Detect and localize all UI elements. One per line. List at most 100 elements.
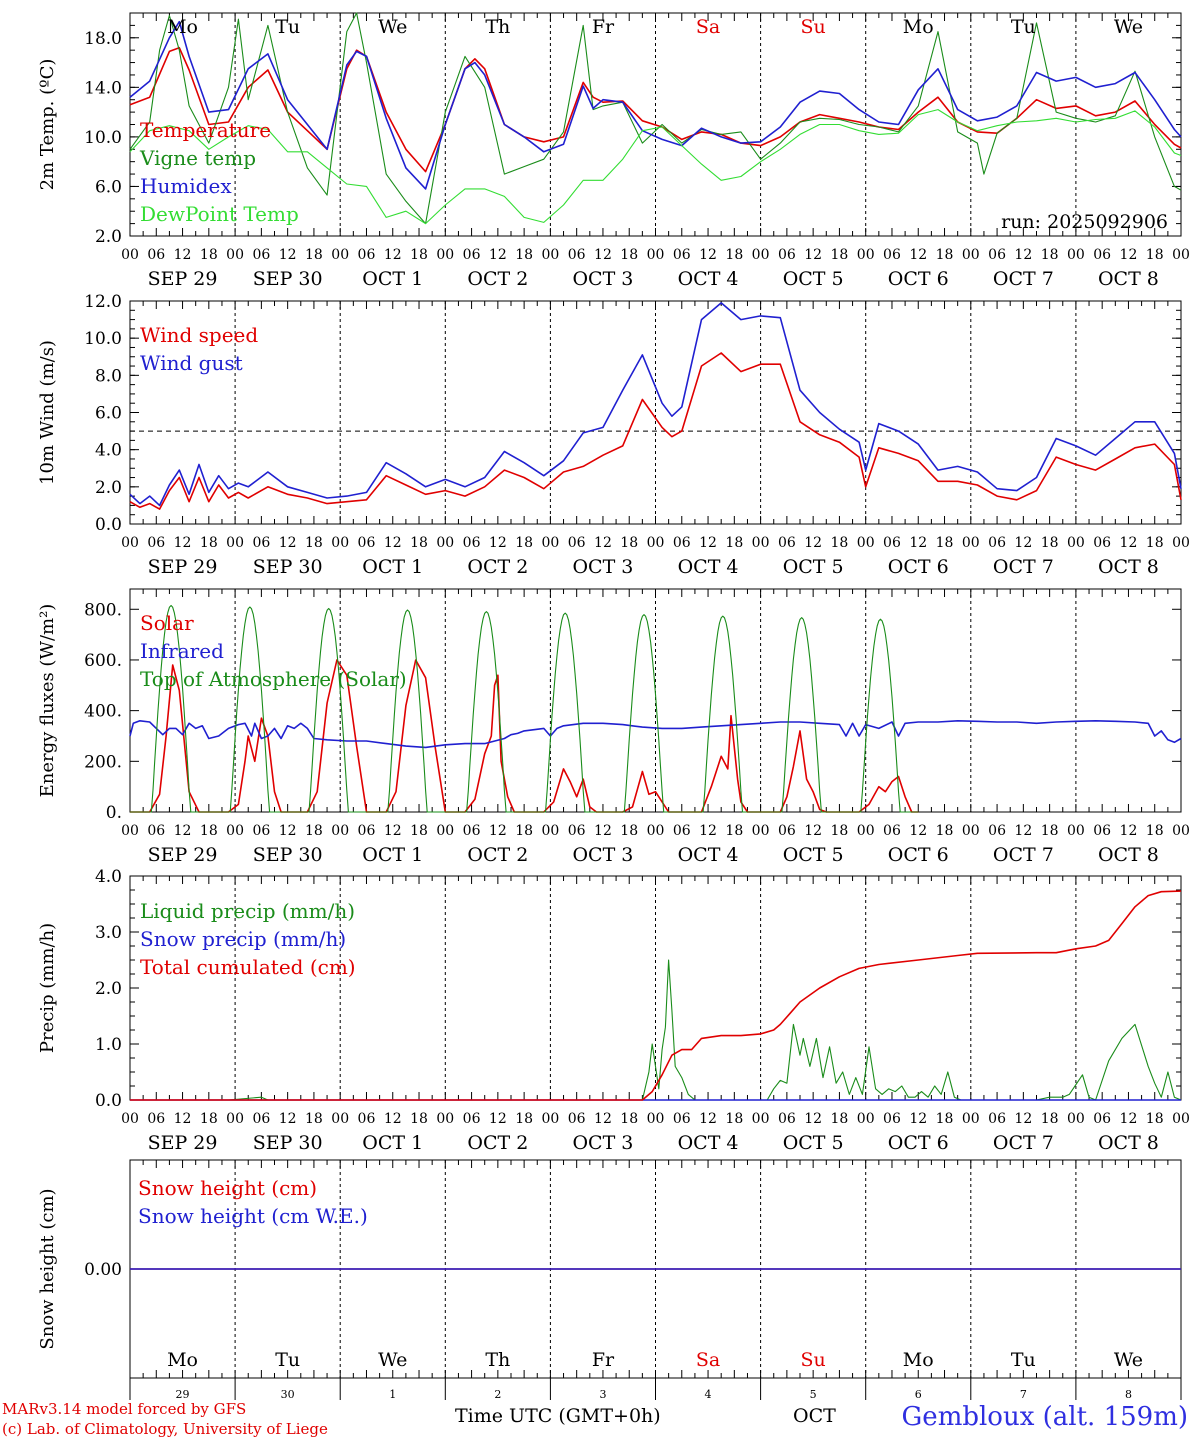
date-label: OCT 8 (1098, 844, 1159, 866)
hour-tick-label: 00 (121, 247, 139, 263)
day-number-label: 1 (389, 1388, 396, 1400)
y-tick-label: 2.0 (95, 227, 122, 247)
panel-frame-wind (129, 300, 1182, 525)
day-number-label: 6 (915, 1388, 922, 1400)
hour-tick-label: 12 (384, 247, 402, 263)
lab-credit: (c) Lab. of Climatology, University of L… (2, 1420, 328, 1438)
day-of-week-label: Sa (696, 1349, 720, 1371)
hour-tick-label: 00 (436, 823, 454, 839)
hour-tick-label: 06 (147, 1111, 165, 1127)
time-axis-label: Time UTC (GMT+0h) (455, 1405, 661, 1427)
y-tick-label: 6.0 (95, 404, 122, 424)
hour-tick-label: 18 (831, 535, 849, 551)
hour-tick-label: 06 (673, 823, 691, 839)
hour-tick-label: 00 (962, 1111, 980, 1127)
legend-entry: Top of Atmosphere (Solar) (140, 667, 407, 691)
hour-tick-label: 18 (1041, 247, 1059, 263)
hour-tick-label: 00 (752, 535, 770, 551)
day-of-week-label: Mo (167, 16, 198, 38)
day-of-week-label: Tu (275, 1349, 300, 1371)
hour-tick-label: 18 (725, 535, 743, 551)
legend-entry: Humidex (140, 174, 232, 198)
hour-tick-label: 12 (279, 1111, 297, 1127)
hour-tick-label: 12 (594, 247, 612, 263)
y-tick-label: 0.0 (95, 515, 122, 535)
hour-tick-label: 06 (673, 535, 691, 551)
date-label: OCT 4 (678, 556, 739, 578)
hour-tick-label: 00 (226, 247, 244, 263)
hour-tick-label: 00 (331, 1111, 349, 1127)
date-label: OCT 1 (362, 1132, 423, 1154)
date-label: OCT 3 (572, 268, 633, 290)
date-label: OCT 2 (467, 844, 528, 866)
hour-tick-label: 18 (410, 247, 428, 263)
date-label: OCT 5 (783, 1132, 844, 1154)
y-tick-label: 8.0 (95, 366, 122, 386)
hour-tick-label: 00 (647, 1111, 665, 1127)
hour-tick-label: 12 (279, 247, 297, 263)
y-tick-label: 600. (84, 651, 122, 671)
date-label: OCT 7 (993, 556, 1054, 578)
date-label: OCT 7 (993, 1132, 1054, 1154)
hour-tick-label: 00 (1172, 535, 1190, 551)
y-tick-label: 1.0 (95, 1035, 122, 1055)
y-tick-label: 4.0 (95, 867, 122, 887)
hour-tick-label: 06 (988, 1111, 1006, 1127)
hour-tick-label: 06 (778, 1111, 796, 1127)
hour-tick-label: 00 (1067, 535, 1085, 551)
date-label: OCT 2 (467, 556, 528, 578)
date-label: OCT 5 (783, 556, 844, 578)
hour-tick-label: 00 (121, 1111, 139, 1127)
hour-tick-label: 12 (699, 1111, 717, 1127)
hour-tick-label: 00 (541, 247, 559, 263)
y-axis-label: 10m Wind (m/s) (37, 340, 58, 485)
day-of-week-label: Mo (167, 1349, 198, 1371)
hour-tick-label: 18 (1041, 823, 1059, 839)
hour-tick-label: 18 (305, 247, 323, 263)
hour-tick-label: 06 (568, 823, 586, 839)
date-label: OCT 6 (888, 556, 949, 578)
hour-tick-label: 12 (594, 535, 612, 551)
legend-entry: Snow precip (mm/h) (140, 927, 346, 951)
hour-tick-label: 00 (752, 247, 770, 263)
hour-tick-label: 06 (252, 535, 270, 551)
date-label: OCT 4 (678, 268, 739, 290)
hour-tick-label: 00 (541, 535, 559, 551)
hour-tick-label: 00 (1067, 823, 1085, 839)
date-label: OCT 1 (362, 556, 423, 578)
series-line-total-cumulated-cm- (130, 890, 1182, 1101)
hour-tick-label: 00 (121, 823, 139, 839)
y-tick-label: 12.0 (84, 292, 122, 312)
hour-tick-label: 12 (699, 247, 717, 263)
y-tick-label: 0.0 (95, 1091, 122, 1111)
day-number-label: 8 (1125, 1388, 1132, 1400)
hour-tick-label: 00 (647, 247, 665, 263)
hour-tick-label: 18 (831, 823, 849, 839)
day-number-label: 7 (1020, 1388, 1027, 1400)
date-label: OCT 6 (888, 844, 949, 866)
hour-tick-label: 00 (752, 823, 770, 839)
hour-tick-label: 18 (620, 247, 638, 263)
hour-tick-label: 00 (331, 247, 349, 263)
hour-tick-label: 12 (384, 823, 402, 839)
hour-tick-label: 12 (489, 535, 507, 551)
hour-tick-label: 18 (936, 247, 954, 263)
hour-tick-label: 00 (541, 823, 559, 839)
hour-tick-label: 00 (1172, 247, 1190, 263)
hour-tick-label: 00 (331, 535, 349, 551)
day-of-week-label: We (1114, 1349, 1143, 1371)
hour-tick-label: 00 (121, 535, 139, 551)
hour-tick-label: 06 (358, 535, 376, 551)
hour-tick-label: 18 (936, 1111, 954, 1127)
y-tick-label: 400. (84, 702, 122, 722)
hour-tick-label: 12 (489, 823, 507, 839)
hour-tick-label: 12 (594, 1111, 612, 1127)
hour-tick-label: 12 (174, 247, 192, 263)
hour-tick-label: 18 (831, 247, 849, 263)
hour-tick-label: 00 (436, 1111, 454, 1127)
day-of-week-label: Fr (592, 1349, 615, 1371)
date-label: OCT 8 (1098, 556, 1159, 578)
hour-tick-label: 06 (883, 535, 901, 551)
date-label: SEP 30 (253, 268, 323, 290)
hour-tick-label: 06 (358, 247, 376, 263)
